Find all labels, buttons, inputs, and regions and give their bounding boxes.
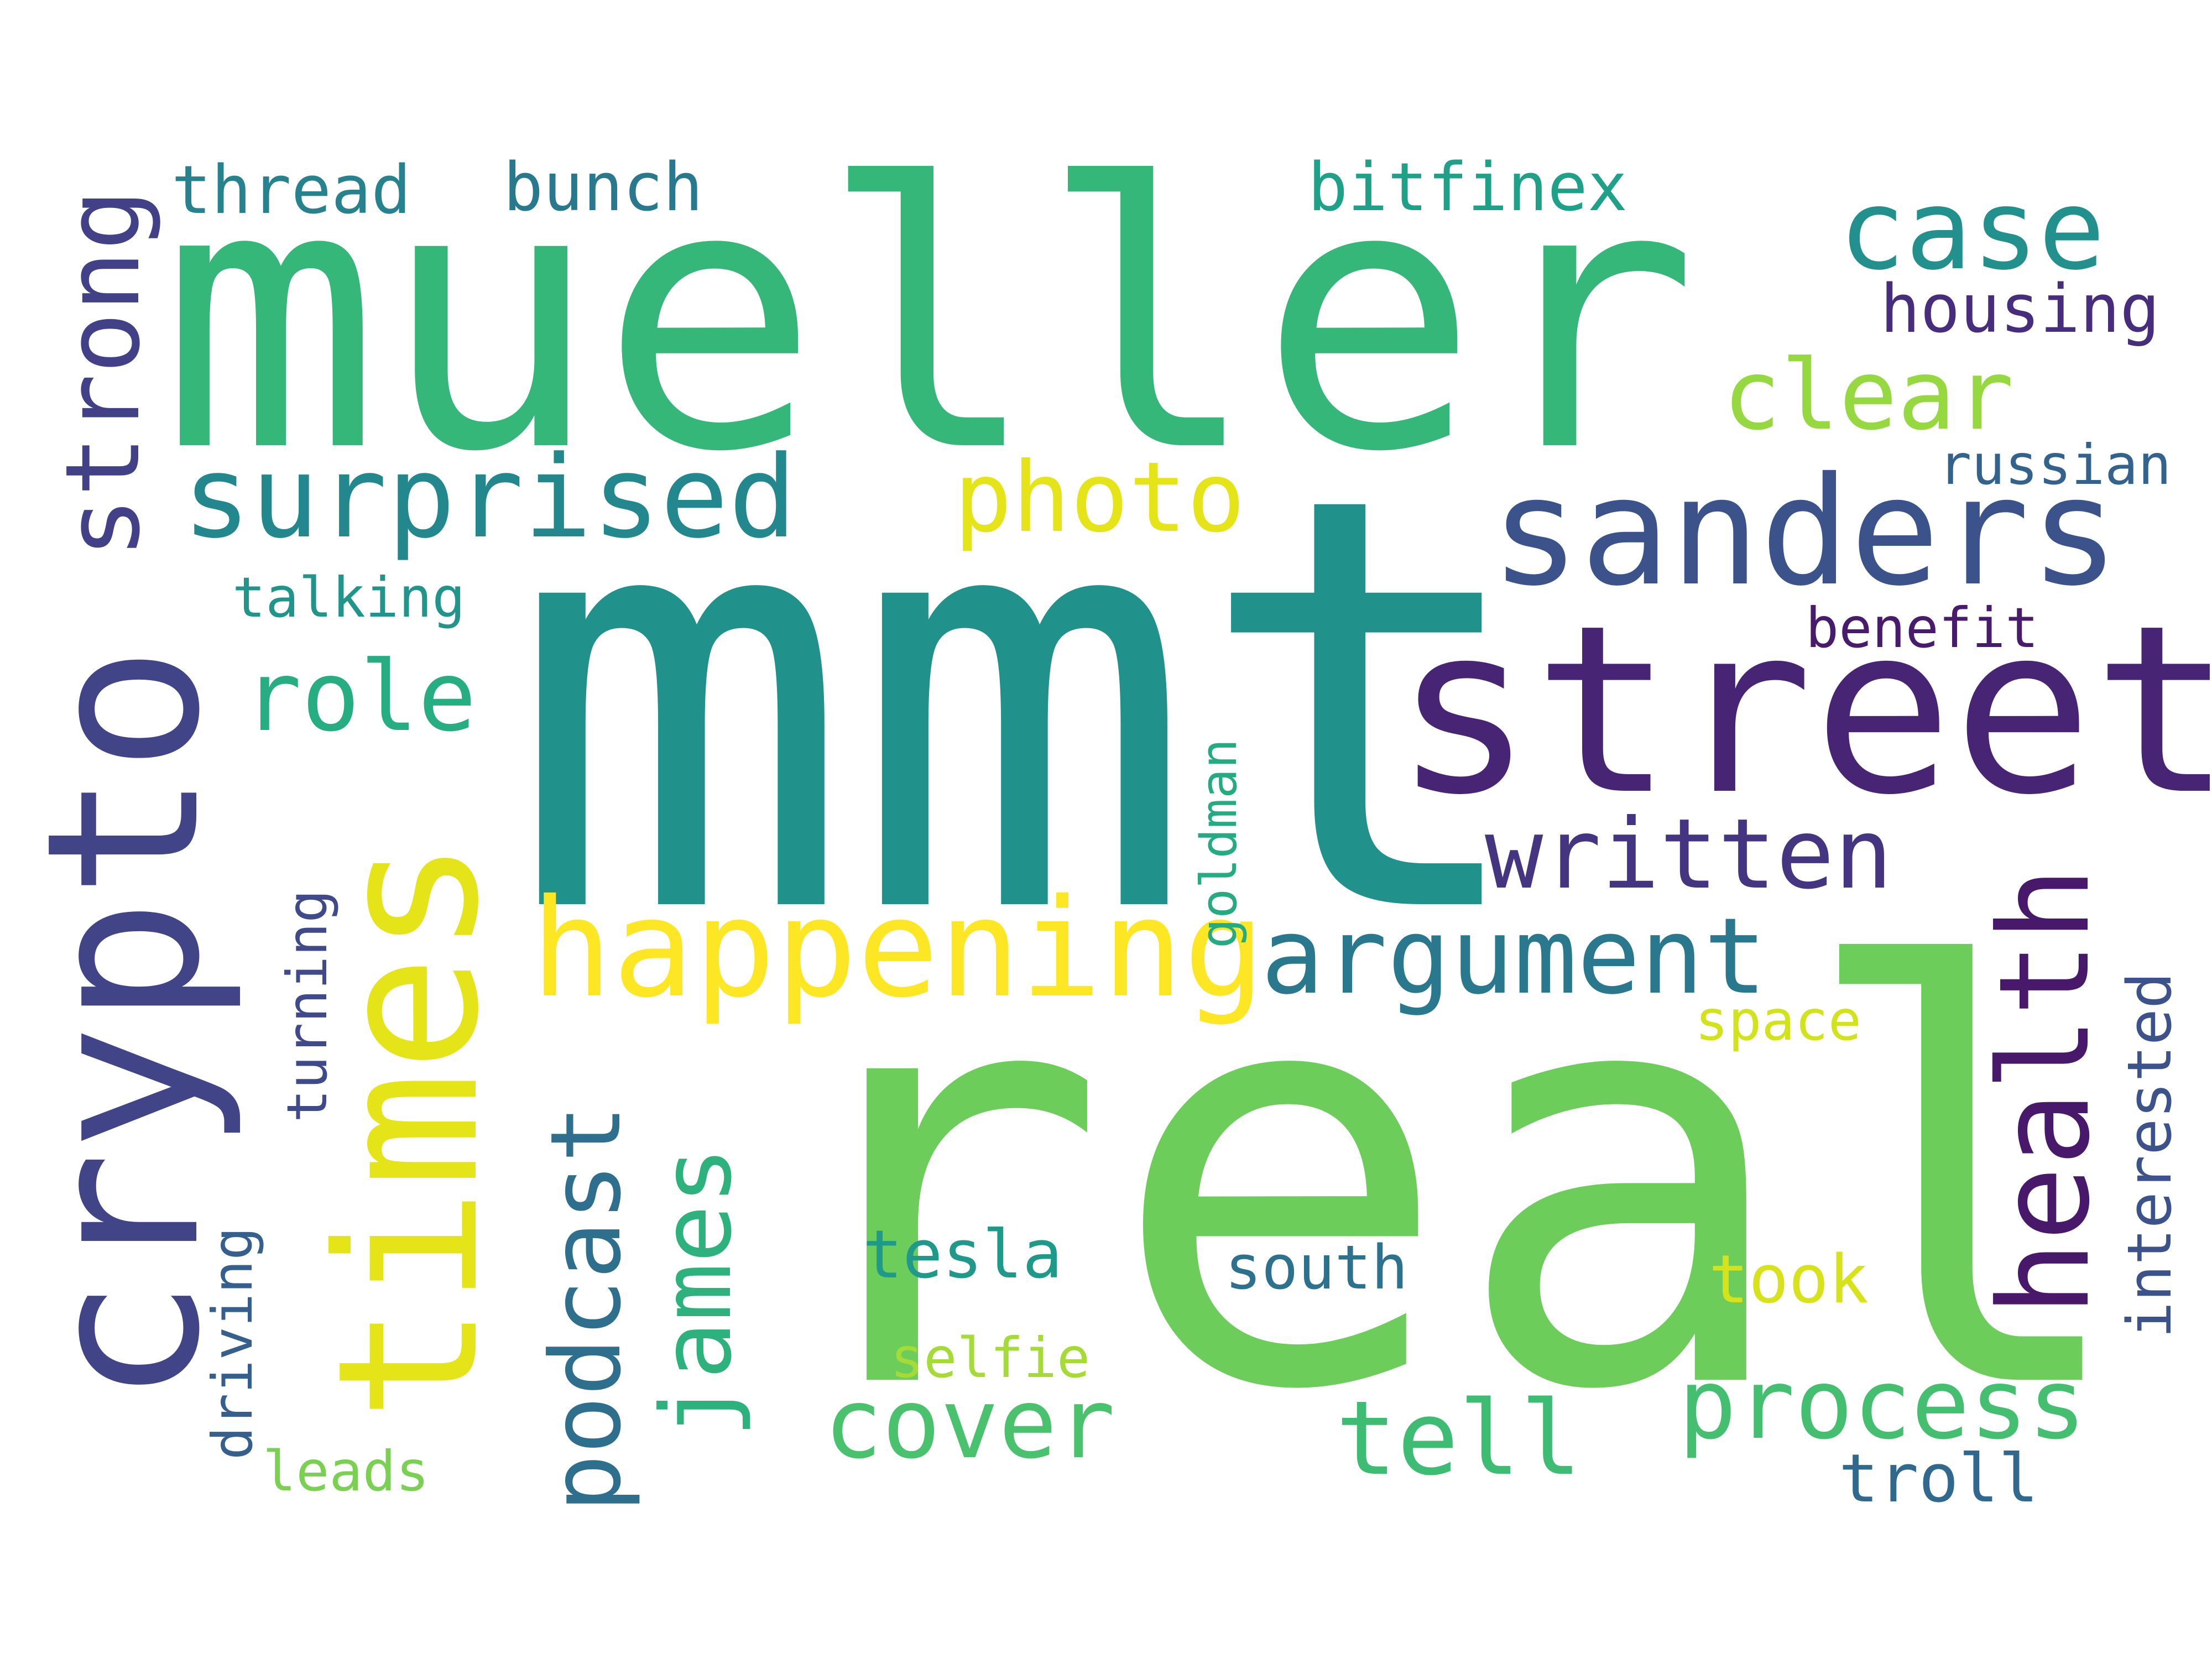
- word-thread: thread: [171, 152, 411, 229]
- word-selfie: selfie: [890, 1326, 1090, 1390]
- word-housing: housing: [1880, 271, 2160, 348]
- word-talking: talking: [232, 565, 465, 630]
- word-troll: troll: [1839, 1441, 2038, 1517]
- word-real: real: [766, 851, 2137, 1514]
- word-bunch: bunch: [503, 149, 703, 226]
- word-street: street: [1394, 576, 2212, 846]
- word-sanders: sanders: [1490, 445, 2120, 619]
- word-photo: photo: [954, 442, 1245, 554]
- word-health: health: [1973, 867, 2117, 1316]
- word-took: took: [1709, 1241, 1869, 1318]
- word-role: role: [243, 641, 476, 753]
- word-turning: turning: [275, 890, 340, 1123]
- word-south: south: [1225, 1232, 1408, 1303]
- word-tell: tell: [1335, 1379, 1582, 1498]
- word-podcast: podcast: [530, 1104, 643, 1512]
- word-interested: interested: [2114, 972, 2185, 1338]
- word-cover: cover: [824, 1368, 1115, 1480]
- word-clear: clear: [1723, 340, 2014, 452]
- word-strong: strong: [43, 189, 163, 559]
- word-argument: argument: [1261, 895, 1767, 1018]
- word-russian: russian: [1938, 432, 2171, 497]
- word-leads: leads: [263, 1439, 429, 1504]
- word-goldman: goldman: [1190, 739, 1248, 948]
- word-happening: happening: [531, 870, 1265, 1027]
- word-space: space: [1695, 988, 1861, 1053]
- word-process: process: [1678, 1349, 2086, 1461]
- word-case: case: [1839, 166, 2105, 295]
- word-times: times: [296, 838, 521, 1421]
- word-bitfinex: bitfinex: [1308, 149, 1627, 226]
- word-mueller: mueller: [160, 106, 1698, 531]
- word-benefit: benefit: [1806, 596, 2038, 660]
- word-mmt: mmt: [509, 375, 1537, 1039]
- word-driving: driving: [200, 1227, 265, 1460]
- word-written: written: [1485, 799, 1893, 911]
- word-crypto: crypto: [1, 645, 246, 1405]
- word-surprised: surprised: [182, 432, 797, 564]
- word-tesla: tesla: [863, 1217, 1062, 1293]
- word-james: james: [641, 1146, 753, 1438]
